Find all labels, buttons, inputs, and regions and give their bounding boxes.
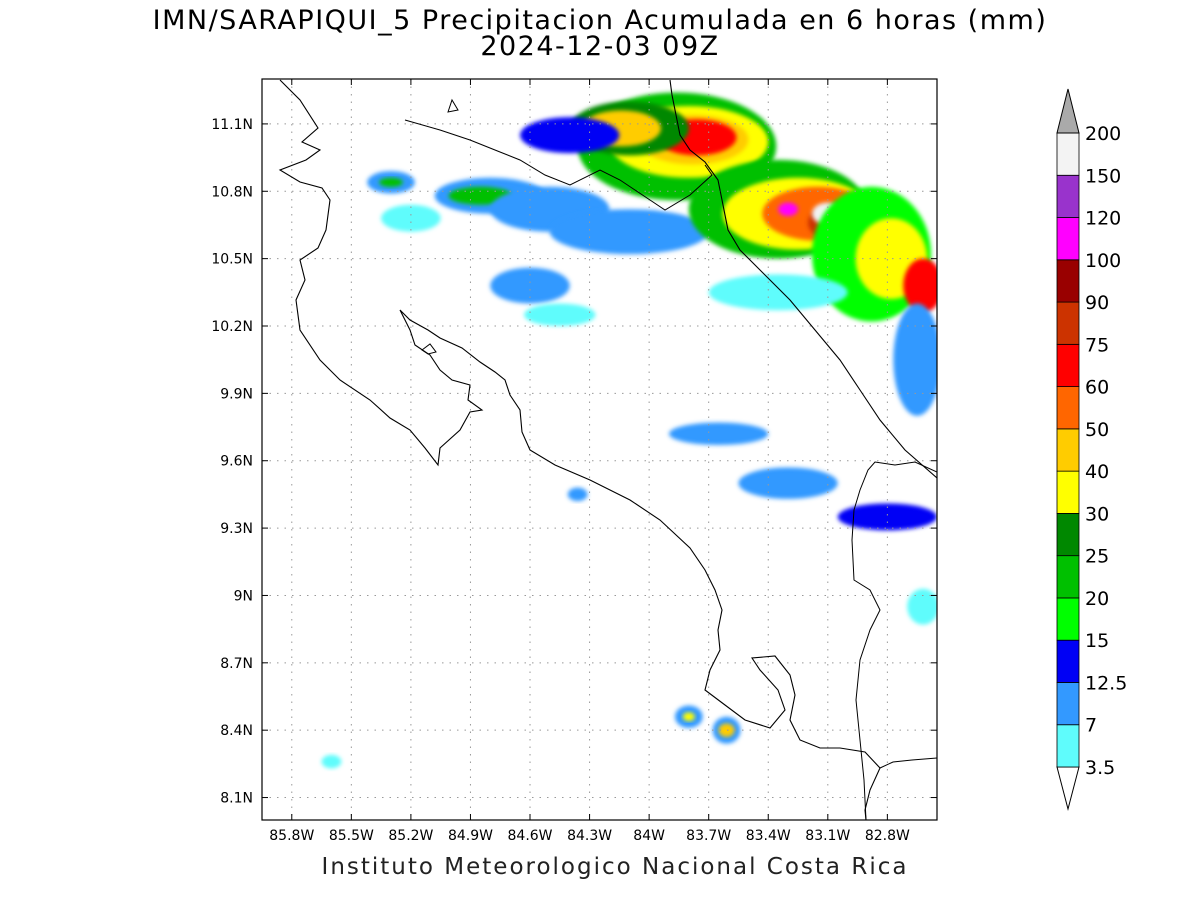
y-tick-label: 8.4N <box>220 723 253 739</box>
plot-frame <box>261 78 938 821</box>
colorbar-swatch <box>1056 386 1080 430</box>
map-subtitle-date: 2024-12-03 09Z <box>480 31 720 62</box>
colorbar-label: 40 <box>1085 461 1109 483</box>
lake-nicaragua-shore <box>447 98 459 113</box>
colorbar-swatch <box>1056 597 1080 641</box>
precip-cell-6 <box>520 117 620 154</box>
colorbar-swatch <box>1056 259 1080 303</box>
colorbar-swatch <box>1056 513 1080 557</box>
precip-cell-36 <box>321 754 342 769</box>
precip-cell-11 <box>381 204 441 232</box>
precip-cell-31 <box>567 487 588 502</box>
colorbar-label: 7 <box>1085 715 1097 737</box>
x-tick-label: 84.3W <box>567 828 612 844</box>
x-tick-label: 83.7W <box>686 828 731 844</box>
colorbar-label: 90 <box>1085 292 1109 314</box>
x-tick-label: 85.2W <box>388 828 433 844</box>
precip-cell-22 <box>903 258 937 313</box>
y-tick-label: 9.6N <box>220 454 253 470</box>
chiriqui-coast <box>879 757 937 769</box>
y-tick-label: 9N <box>234 588 253 604</box>
colorbar-swatch <box>1056 639 1080 683</box>
colorbar-label: 100 <box>1085 250 1121 272</box>
colorbar-swatch <box>1056 724 1080 768</box>
x-tick-label: 83.1W <box>805 828 850 844</box>
nicaragua-border <box>404 119 713 211</box>
bahia-islet <box>421 343 437 355</box>
y-tick-label: 11.1N <box>211 117 253 133</box>
x-tick-label: 85.5W <box>329 828 374 844</box>
footer-credit: Instituto Meteorologico Nacional Costa R… <box>321 854 909 880</box>
colorbar-label: 60 <box>1085 377 1109 399</box>
x-tick-label: 84W <box>633 828 665 844</box>
precip-cell-23 <box>893 303 937 416</box>
colorbar-swatch <box>1056 132 1080 176</box>
colorbar-swatch <box>1056 555 1080 599</box>
precip-cell-10 <box>379 177 403 187</box>
pacific-coastline <box>278 79 881 820</box>
colorbar-label: 150 <box>1085 165 1121 187</box>
colorbar-label: 200 <box>1085 123 1121 145</box>
x-tick-label: 85.8W <box>269 828 314 844</box>
caribbean-coastline <box>669 79 937 479</box>
precip-cell-30 <box>907 588 937 625</box>
precip-cell-19 <box>778 202 799 216</box>
x-tick-label: 84.9W <box>448 828 493 844</box>
colorbar-label: 25 <box>1085 546 1109 568</box>
y-tick-label: 10.8N <box>211 184 253 200</box>
colorbar-label: 15 <box>1085 630 1109 652</box>
colorbar-swatch <box>1056 174 1080 218</box>
colorbar-swatch <box>1056 470 1080 514</box>
precip-cell-35 <box>718 723 735 737</box>
precip-cell-26 <box>524 303 596 327</box>
lat-lon-grid: 85.8W 85.5W 85.2W 84.9W 84.6W 84.3W 84W 83.7W 83… <box>211 79 937 844</box>
colorbar-over-arrow <box>1056 88 1080 134</box>
colorbar-label: 30 <box>1085 503 1109 525</box>
colorbar-swatch <box>1056 682 1080 726</box>
colorbar-label: 20 <box>1085 588 1109 610</box>
colorbar-label: 12.5 <box>1085 672 1127 694</box>
precip-cell-28 <box>738 467 838 499</box>
colorbar-legend: 3.5 7 12.5 15 20 25 30 40 50 60 75 90 100 120 150 200 <box>1056 88 1127 811</box>
colorbar-swatch <box>1056 428 1080 472</box>
colorbar-swatch <box>1056 217 1080 261</box>
map-title: IMN/SARAPIQUI_5 Precipitacion Acumulada … <box>152 5 1048 36</box>
colorbar-label: 50 <box>1085 419 1109 441</box>
precip-cell-29 <box>837 503 937 531</box>
precip-cell-13 <box>549 209 709 255</box>
y-tick-label: 8.1N <box>220 791 253 807</box>
precip-cell-27 <box>668 422 769 446</box>
precip-cell-24 <box>708 274 848 311</box>
colorbar-swatch <box>1056 301 1080 345</box>
colorbar-label: 75 <box>1085 334 1109 356</box>
colorbar-label: 120 <box>1085 208 1121 230</box>
precip-cell-33 <box>682 712 695 722</box>
precipitation-field <box>321 92 937 769</box>
y-tick-label: 9.3N <box>220 521 253 537</box>
colorbar-label: 3.5 <box>1085 757 1115 779</box>
x-tick-label: 82.8W <box>865 828 910 844</box>
panama-border <box>851 461 937 820</box>
y-tick-label: 9.9N <box>220 386 253 402</box>
x-tick-label: 84.6W <box>508 828 553 844</box>
y-tick-label: 10.2N <box>211 319 253 335</box>
precip-cell-25 <box>490 267 570 304</box>
colorbar-under-arrow <box>1056 766 1080 811</box>
y-tick-label: 8.7N <box>220 656 253 672</box>
y-tick-label: 10.5N <box>211 252 253 268</box>
colorbar-swatch <box>1056 343 1080 388</box>
x-tick-label: 83.4W <box>746 828 791 844</box>
